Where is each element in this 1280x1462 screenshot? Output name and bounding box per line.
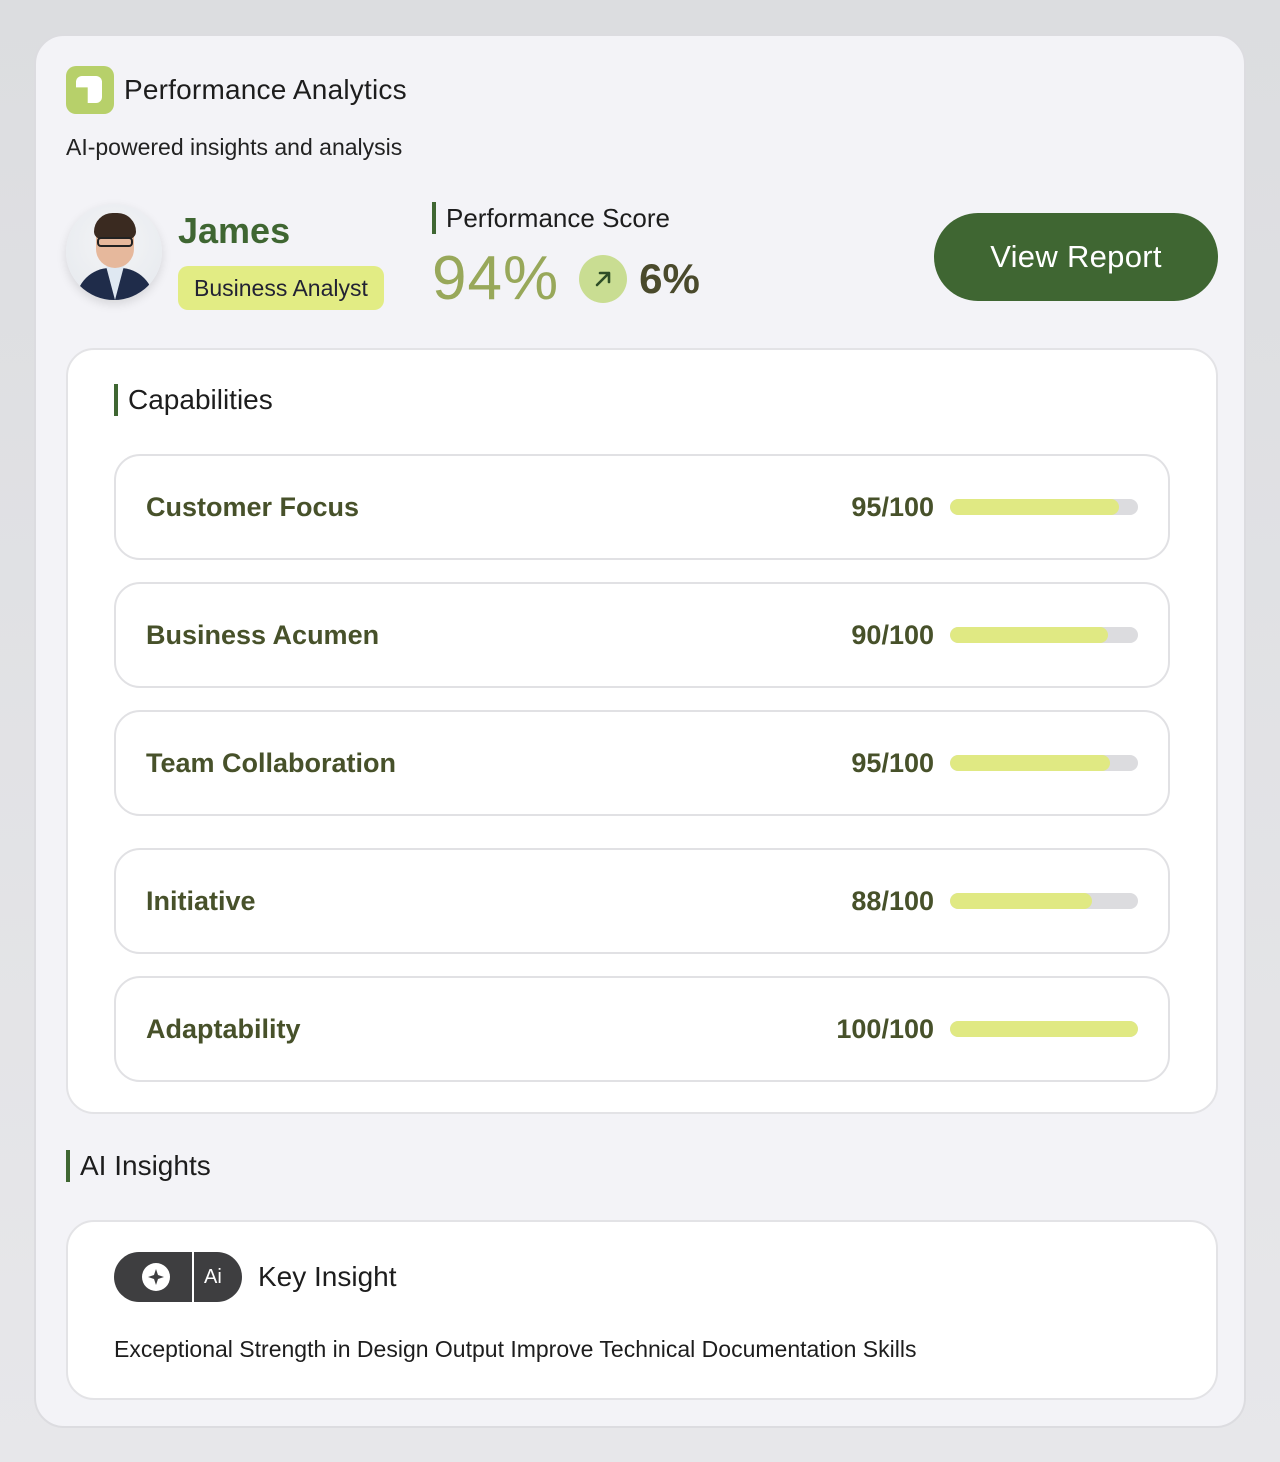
score-delta: 6% (639, 255, 700, 302)
view-report-button[interactable]: View Report (934, 213, 1218, 301)
capability-item[interactable]: Adaptability 100/100 (114, 976, 1170, 1082)
capability-progress-bar (950, 893, 1138, 909)
capability-name: Customer Focus (146, 492, 360, 522)
capabilities-panel: Capabilities Customer Focus 95/100 Busin… (66, 348, 1218, 1114)
capability-score: 100/100 (836, 1014, 934, 1044)
capability-progress-bar (950, 627, 1138, 643)
page-subtitle: AI-powered insights and analysis (66, 134, 403, 160)
ai-insights-title: AI Insights (66, 1150, 211, 1182)
capability-name: Adaptability (146, 1014, 301, 1044)
arrow-up-right-icon (579, 255, 628, 303)
capability-item[interactable]: Team Collaboration 95/100 (114, 710, 1170, 816)
page-title: Performance Analytics (124, 74, 407, 105)
capabilities-title: Capabilities (114, 384, 273, 416)
capability-item[interactable]: Initiative 88/100 (114, 848, 1170, 954)
performance-score: Performance Score 94% 6% (432, 202, 700, 310)
capability-name: Team Collaboration (146, 748, 397, 778)
capability-progress-bar (950, 499, 1138, 515)
score-label: Performance Score (432, 202, 700, 234)
key-insight-card: Ai Key Insight Exceptional Strength in D… (66, 1220, 1218, 1400)
capability-score: 95/100 (851, 492, 934, 522)
capability-score: 88/100 (851, 886, 934, 916)
app-logo-icon (66, 66, 114, 114)
capability-progress-bar (950, 1021, 1138, 1037)
capability-score: 95/100 (851, 748, 934, 778)
profile-name: James (178, 210, 291, 251)
performance-card: Performance Analytics AI-powered insight… (34, 34, 1246, 1428)
card-header: Performance Analytics (66, 66, 407, 114)
capability-progress-bar (950, 755, 1138, 771)
ai-toggle-label: Ai (204, 1266, 222, 1288)
capability-score: 90/100 (851, 620, 934, 650)
score-value: 94% (432, 244, 560, 313)
capability-name: Initiative (146, 886, 256, 916)
capability-item[interactable]: Customer Focus 95/100 (114, 454, 1170, 560)
avatar (66, 204, 162, 300)
insight-text: Exceptional Strength in Design Output Im… (114, 1336, 917, 1362)
role-badge: Business Analyst (178, 266, 384, 310)
key-insight-title: Key Insight (258, 1261, 397, 1292)
capability-name: Business Acumen (146, 620, 380, 650)
ai-toggle[interactable]: Ai (114, 1252, 242, 1302)
capability-item[interactable]: Business Acumen 90/100 (114, 582, 1170, 688)
sparkle-icon (142, 1263, 170, 1291)
